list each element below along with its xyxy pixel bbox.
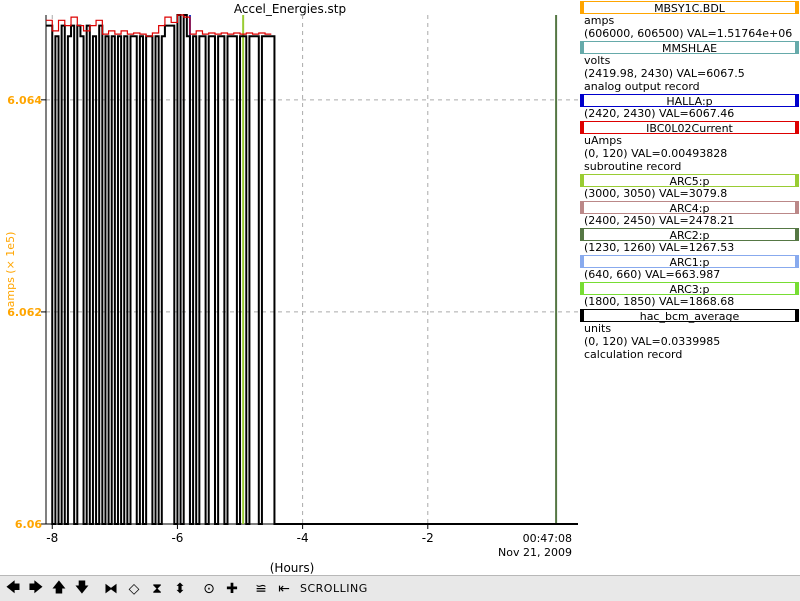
legend-entry-label[interactable]: IBC0L02Current bbox=[580, 121, 799, 135]
legend-entry-detail: volts bbox=[584, 54, 611, 67]
pan-left-icon[interactable]: 🡄 bbox=[5, 579, 21, 596]
toolbar-separator bbox=[242, 579, 248, 599]
series-line-mbsy1c-bdl bbox=[46, 14, 578, 525]
legend-entry-label[interactable]: ARC5:p bbox=[580, 174, 799, 188]
legend-entry-detail: (1230, 1260) VAL=1267.53 bbox=[584, 241, 735, 254]
legend-entry-detail: calculation record bbox=[584, 348, 683, 361]
legend-entry-detail: (2420, 2430) VAL=6067.46 bbox=[584, 107, 735, 120]
zoom-in-y-icon[interactable]: ⧗ bbox=[152, 580, 162, 597]
legend-entry-detail: (2419.98, 2430) VAL=6067.5 bbox=[584, 67, 745, 80]
zoom-in-x-icon[interactable]: ⧓ bbox=[104, 580, 118, 597]
legend-entry-label[interactable]: hac_bcm_average bbox=[580, 309, 799, 323]
x-tick-label: -2 bbox=[422, 531, 434, 545]
legend-entry-detail: units bbox=[584, 322, 612, 335]
legend-entry-label[interactable]: ARC3:p bbox=[580, 282, 799, 296]
status-text: SCROLLING bbox=[300, 582, 368, 595]
toolbar-buttons: 🡄 🡆 🡅 🡇 ⧓ ◇ ⧗ ⬍ ⊙ ✚ ≌ ⇤ bbox=[0, 579, 294, 599]
legend-entry[interactable]: ARC3:p (1800, 1850) VAL=1868.68 bbox=[578, 282, 800, 308]
legend-entry-detail: (1800, 1850) VAL=1868.68 bbox=[584, 295, 735, 308]
y-axis-label: amps (× 1e5) bbox=[4, 232, 17, 308]
toolbar-separator bbox=[92, 579, 98, 599]
y-tick-label: 6.062 bbox=[7, 306, 42, 319]
legend-entry[interactable]: HALLA:p (2420, 2430) VAL=6067.46 bbox=[578, 94, 800, 120]
x-tick-label: -8 bbox=[46, 531, 58, 545]
zoom-out-y-icon[interactable]: ⬍ bbox=[174, 580, 186, 597]
legend-entry-detail: subroutine record bbox=[584, 160, 682, 173]
legend-entry-detail: (0, 120) VAL=0.00493828 bbox=[584, 147, 728, 160]
legend-entry-detail: (640, 660) VAL=663.987 bbox=[584, 268, 721, 281]
time-label: 00:47:08 bbox=[523, 532, 572, 545]
legend-entry[interactable]: IBC0L02Current uAmps (0, 120) VAL=0.004938… bbox=[578, 121, 800, 173]
legend-entry[interactable]: ARC5:p (3000, 3050) VAL=3079.8 bbox=[578, 174, 800, 200]
legend-entry[interactable]: MBSY1C.BDL amps (606000, 606500) VAL=1.517… bbox=[578, 1, 800, 40]
pan-right-icon[interactable]: 🡆 bbox=[28, 579, 44, 596]
legend-entry[interactable]: MMSHLAE volts (2419.98, 2430) VAL=6067.5 an… bbox=[578, 41, 800, 93]
x-tick-label: -4 bbox=[297, 531, 309, 545]
legend-entry-label[interactable]: MBSY1C.BDL bbox=[580, 1, 799, 15]
pan-up-icon[interactable]: 🡅 bbox=[51, 579, 67, 596]
y-tick-label: 6.06 bbox=[15, 518, 42, 531]
legend-entry[interactable]: hac_bcm_average units (0, 120) VAL=0.03399… bbox=[578, 309, 800, 361]
legend-entry-detail: (3000, 3050) VAL=3079.8 bbox=[584, 187, 728, 200]
y-tick-label: 6.064 bbox=[7, 94, 42, 107]
add-icon[interactable]: ✚ bbox=[226, 580, 238, 597]
strip-chart-plot[interactable]: -8 -6 -4 -2 6.06 6.062 6.064 amps (× 1e5) (Hours… bbox=[0, 0, 578, 575]
legend-entry-detail: amps bbox=[584, 14, 615, 27]
legend-entry-label[interactable]: MMSHLAE bbox=[580, 41, 799, 55]
legend-entry-detail: (2400, 2450) VAL=2478.21 bbox=[584, 214, 735, 227]
toolbar-separator bbox=[190, 579, 196, 599]
legend-entry[interactable]: ARC1:p (640, 660) VAL=663.987 bbox=[578, 255, 800, 281]
legend-entry-detail: uAmps bbox=[584, 134, 622, 147]
zoom-out-x-icon[interactable]: ◇ bbox=[128, 580, 140, 597]
legend-panel: MBSY1C.BDL amps (606000, 606500) VAL=1.517… bbox=[578, 0, 800, 575]
x-axis-label: (Hours) bbox=[270, 561, 315, 575]
legend-entry-detail: (606000, 606500) VAL=1.51764e+06 bbox=[584, 27, 793, 40]
x-tick-label: -6 bbox=[171, 531, 183, 545]
toolbar: 🡄 🡆 🡅 🡇 ⧓ ◇ ⧗ ⬍ ⊙ ✚ ≌ ⇤ SCROLLING bbox=[0, 575, 800, 601]
autoscale-icon[interactable]: ≌ bbox=[255, 580, 267, 597]
legend-entry-label[interactable]: HALLA:p bbox=[580, 94, 799, 108]
legend-entry-label[interactable]: ARC2:p bbox=[580, 228, 799, 242]
legend-entry[interactable]: ARC2:p (1230, 1260) VAL=1267.53 bbox=[578, 228, 800, 254]
series-line-ibc0l02current bbox=[46, 14, 272, 37]
pan-down-icon[interactable]: 🡇 bbox=[74, 579, 90, 596]
chart-title: Accel_Energies.stp bbox=[233, 2, 347, 16]
legend-entry-label[interactable]: ARC1:p bbox=[580, 255, 799, 269]
scroll-to-end-icon[interactable]: ⇤ bbox=[278, 580, 290, 597]
date-label: Nov 21, 2009 bbox=[498, 546, 572, 559]
legend-entry-detail: (0, 120) VAL=0.0339985 bbox=[584, 335, 721, 348]
legend-entry-label[interactable]: ARC4:p bbox=[580, 201, 799, 215]
legend-entry-detail: analog output record bbox=[584, 80, 700, 93]
legend-entry[interactable]: ARC4:p (2400, 2450) VAL=2478.21 bbox=[578, 201, 800, 227]
record-icon[interactable]: ⊙ bbox=[203, 580, 215, 597]
